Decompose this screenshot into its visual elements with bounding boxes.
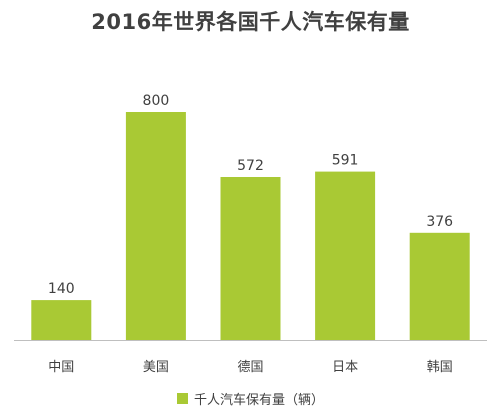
bar-4 [315, 171, 376, 340]
data-label-3: 572 [237, 158, 264, 174]
category-label-1: 中国 [48, 360, 74, 375]
category-label-2: 美国 [143, 360, 169, 375]
data-label-5: 376 [426, 214, 453, 230]
bar-2 [125, 112, 186, 340]
chart-title: 2016年世界各国千人汽车保有量 [91, 10, 410, 34]
data-label-1: 140 [48, 281, 75, 297]
category-label-3: 德国 [237, 360, 263, 375]
data-label-4: 591 [332, 153, 359, 169]
data-label-2: 800 [143, 93, 170, 109]
category-label-4: 日本 [332, 360, 358, 375]
legend-swatch [176, 393, 188, 404]
category-label-5: 韩国 [427, 360, 453, 375]
bar-5 [409, 232, 470, 340]
legend-label: 千人汽车保有量（辆） [193, 393, 324, 408]
bar-1 [31, 300, 92, 340]
bar-3 [220, 177, 281, 340]
legend: 千人汽车保有量（辆） [0, 389, 501, 408]
